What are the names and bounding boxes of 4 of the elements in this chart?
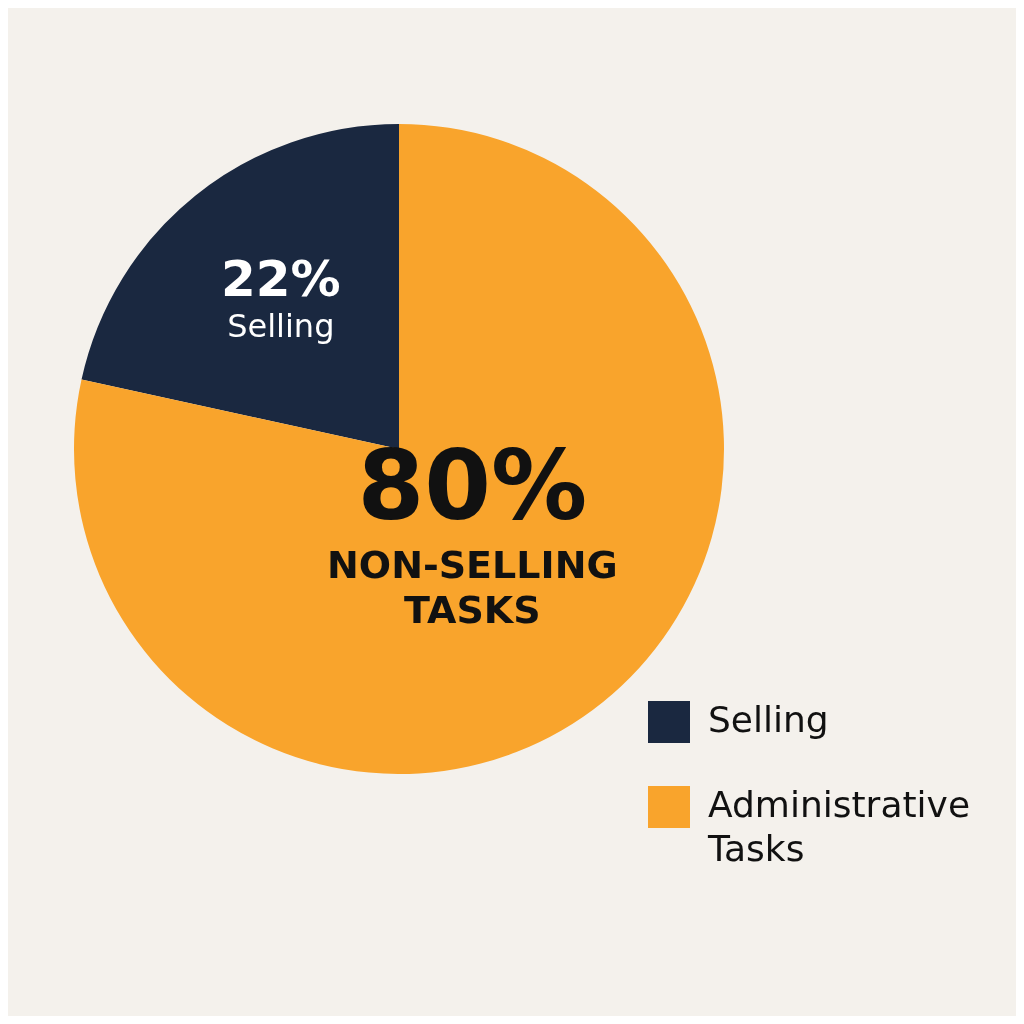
data-label: 22% Selling (220, 249, 341, 345)
legend-label: Administrative Tasks (708, 783, 971, 871)
data-label: 80% NON-SELLING TASKS (327, 430, 618, 633)
legend-label: Selling (708, 698, 829, 742)
